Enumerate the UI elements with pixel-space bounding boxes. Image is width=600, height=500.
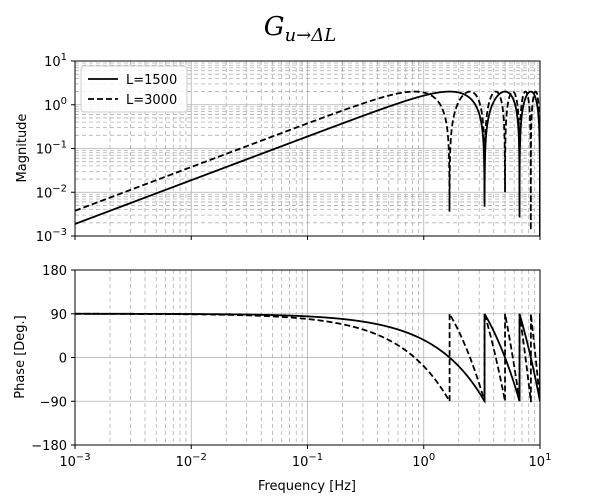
legend-label-l3000: L=3000: [126, 93, 177, 108]
phase-ytick-label: −180: [31, 439, 67, 454]
phase-grid: [75, 270, 540, 445]
magnitude-ticks: 10−3 10−2 10−1 100 101: [36, 52, 541, 245]
magnitude-ytick-label: 100: [44, 96, 67, 114]
phase-panel: 10−3 10−2 10−1 100 101 −180 −90 0 90 180 Phase [D…: [13, 264, 551, 494]
figure-title: Gu→ΔL: [264, 12, 336, 46]
phase-xtick-label: 101: [529, 452, 552, 470]
phase-xtick-label: 10−2: [176, 452, 207, 470]
phase-ytick-label: 0: [59, 352, 67, 367]
magnitude-line-l3000: [75, 90, 540, 236]
phase-ytick-label: 90: [50, 308, 67, 323]
phase-xlabel: Frequency [Hz]: [258, 479, 356, 494]
phase-ytick-label: −90: [40, 395, 67, 410]
phase-xtick-label: 10−1: [292, 452, 323, 470]
phase-line-l3000: [75, 312, 540, 403]
phase-xtick-label: 100: [412, 452, 435, 470]
phase-ylabel: Phase [Deg.]: [13, 315, 28, 398]
legend-label-l1500: L=1500: [126, 73, 177, 88]
magnitude-ytick-label: 10−3: [36, 227, 67, 245]
magnitude-ylabel: Magnitude: [15, 114, 30, 183]
title-subscript: u→ΔL: [285, 25, 337, 46]
title-main: G: [264, 12, 285, 42]
legend: L=1500 L=3000: [80, 65, 188, 113]
phase-ticks: 10−3 10−2 10−1 100 101 −180 −90 0 90 180: [31, 264, 551, 470]
phase-ytick-label: 180: [42, 264, 67, 279]
magnitude-ytick-label: 10−2: [36, 183, 67, 201]
phase-xtick-label: 10−3: [59, 452, 90, 470]
legend-box: [80, 65, 188, 113]
magnitude-ytick-label: 101: [44, 52, 67, 70]
magnitude-ytick-label: 10−1: [36, 140, 67, 158]
magnitude-panel: 10−3 10−2 10−1 100 101 Magnitude L=1500 L=30…: [15, 52, 541, 245]
magnitude-line-l1500: [75, 90, 540, 236]
